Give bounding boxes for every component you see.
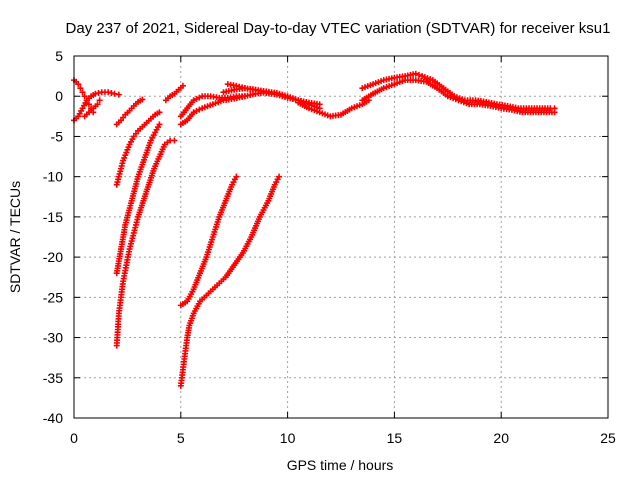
data-points xyxy=(71,70,558,389)
x-tick-labels: 0 5 10 15 20 25 xyxy=(70,430,616,446)
data-point xyxy=(96,97,103,104)
series-descent-3 xyxy=(113,137,178,349)
x-tick-label: 15 xyxy=(387,430,403,446)
data-point xyxy=(551,109,558,116)
data-point xyxy=(95,90,102,97)
y-tick-label: 5 xyxy=(55,48,63,64)
series-descent-1 xyxy=(113,109,163,188)
y-tick-label: -30 xyxy=(43,330,63,346)
x-tick-label: 5 xyxy=(177,430,185,446)
data-point xyxy=(233,173,240,180)
series-arc-early-3 xyxy=(81,97,103,120)
y-tick-labels: 5 0 -5 -10 -15 -20 -25 -30 -35 -40 xyxy=(43,48,63,426)
data-point xyxy=(75,81,82,88)
y-tick-label: -15 xyxy=(43,209,63,225)
series-descent-2 xyxy=(113,121,163,277)
series-arc-late-1 xyxy=(359,70,558,112)
data-point xyxy=(179,82,186,89)
data-point xyxy=(415,71,422,78)
axis-ticks xyxy=(73,55,609,419)
series-descent-4 xyxy=(177,173,240,309)
series-arc-late-2 xyxy=(359,77,558,116)
plot-frame xyxy=(73,55,609,419)
x-axis-label: GPS time / hours xyxy=(287,457,394,473)
data-point xyxy=(81,93,88,100)
data-point xyxy=(79,89,86,96)
data-point xyxy=(139,96,146,103)
data-point xyxy=(241,93,248,100)
y-tick-label: -5 xyxy=(51,128,64,144)
data-point xyxy=(92,90,99,97)
y-tick-label: -40 xyxy=(43,410,63,426)
y-tick-label: -10 xyxy=(43,169,63,185)
series-arc-mid-2 xyxy=(177,93,248,120)
x-tick-label: 25 xyxy=(600,430,616,446)
y-axis-label: SDTVAR / TECUs xyxy=(7,181,23,293)
y-tick-label: -35 xyxy=(43,370,63,386)
grid xyxy=(74,56,608,418)
data-point xyxy=(108,90,115,97)
data-point xyxy=(111,90,118,97)
series-arc-early-5 xyxy=(162,82,186,104)
series-arc-mid-4 xyxy=(220,85,323,112)
data-point xyxy=(77,85,84,92)
x-tick-label: 10 xyxy=(280,430,296,446)
series-arc-early-4 xyxy=(113,96,146,128)
chart-title: Day 237 of 2021, Sidereal Day-to-day VTE… xyxy=(66,20,611,37)
data-point xyxy=(85,101,92,108)
data-point xyxy=(171,137,178,144)
data-point xyxy=(105,89,112,96)
x-tick-label: 20 xyxy=(493,430,509,446)
data-point xyxy=(156,121,163,128)
data-point xyxy=(94,101,101,108)
data-point xyxy=(276,173,283,180)
y-tick-label: -25 xyxy=(43,289,63,305)
y-tick-label: -20 xyxy=(43,249,63,265)
data-point xyxy=(156,109,163,116)
data-point xyxy=(115,91,122,98)
data-point xyxy=(412,70,419,77)
y-tick-label: 0 xyxy=(55,88,63,104)
series-descent-5 xyxy=(177,173,283,389)
x-tick-label: 0 xyxy=(70,430,78,446)
